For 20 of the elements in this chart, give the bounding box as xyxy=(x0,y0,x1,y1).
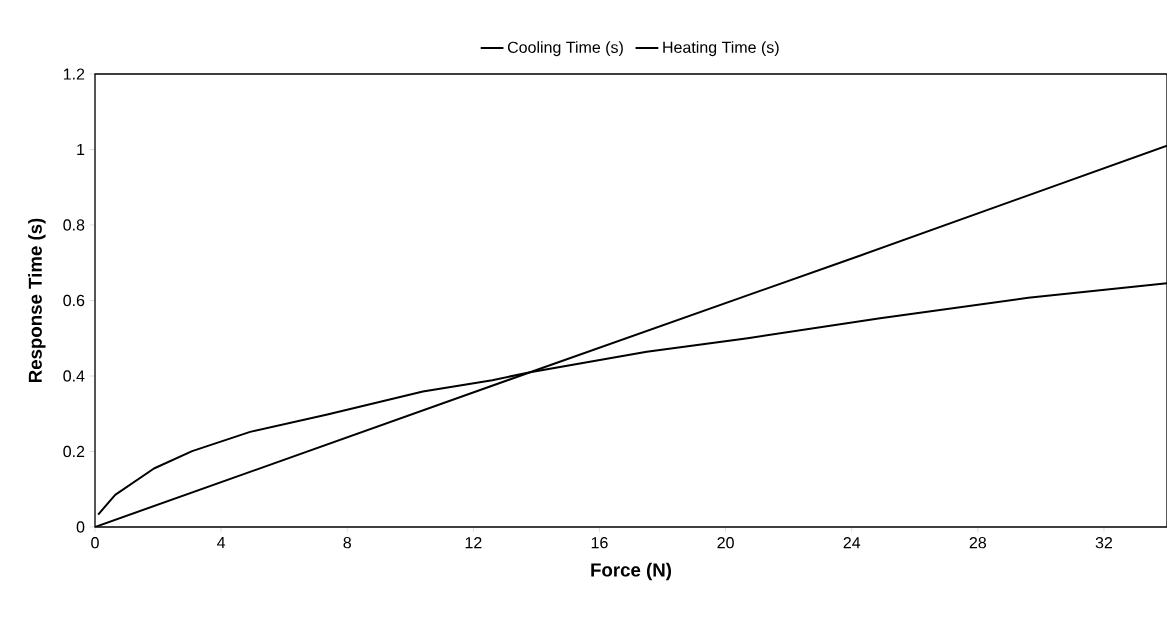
x-tick-label: 4 xyxy=(217,537,226,549)
x-axis-title: Force (N) xyxy=(591,562,672,581)
y-axis-title: Response Time (s) xyxy=(28,218,46,383)
y-tick-label: 0.2 xyxy=(63,445,85,458)
y-tick-label: 0.6 xyxy=(63,294,85,307)
x-tick-label: 32 xyxy=(1095,537,1113,549)
legend-label: Heating Time (s) xyxy=(663,41,779,57)
x-tick-label: 0 xyxy=(91,537,99,549)
x-tick-label: 24 xyxy=(843,537,861,549)
y-tick-label: 1.2 xyxy=(63,68,85,80)
x-tick-label: 20 xyxy=(717,537,734,549)
x-tick-label: 8 xyxy=(343,537,351,549)
y-tick-label: 1 xyxy=(77,144,85,155)
x-tick-label: 16 xyxy=(591,537,608,549)
x-tick-label: 12 xyxy=(465,537,482,549)
x-tick-label: 28 xyxy=(969,537,987,549)
legend-label: Cooling Time (s) xyxy=(507,41,623,57)
y-tick-label: 0.4 xyxy=(63,370,85,382)
y-tick-label: 0 xyxy=(76,521,85,533)
y-tick-label: 0.8 xyxy=(63,219,85,231)
